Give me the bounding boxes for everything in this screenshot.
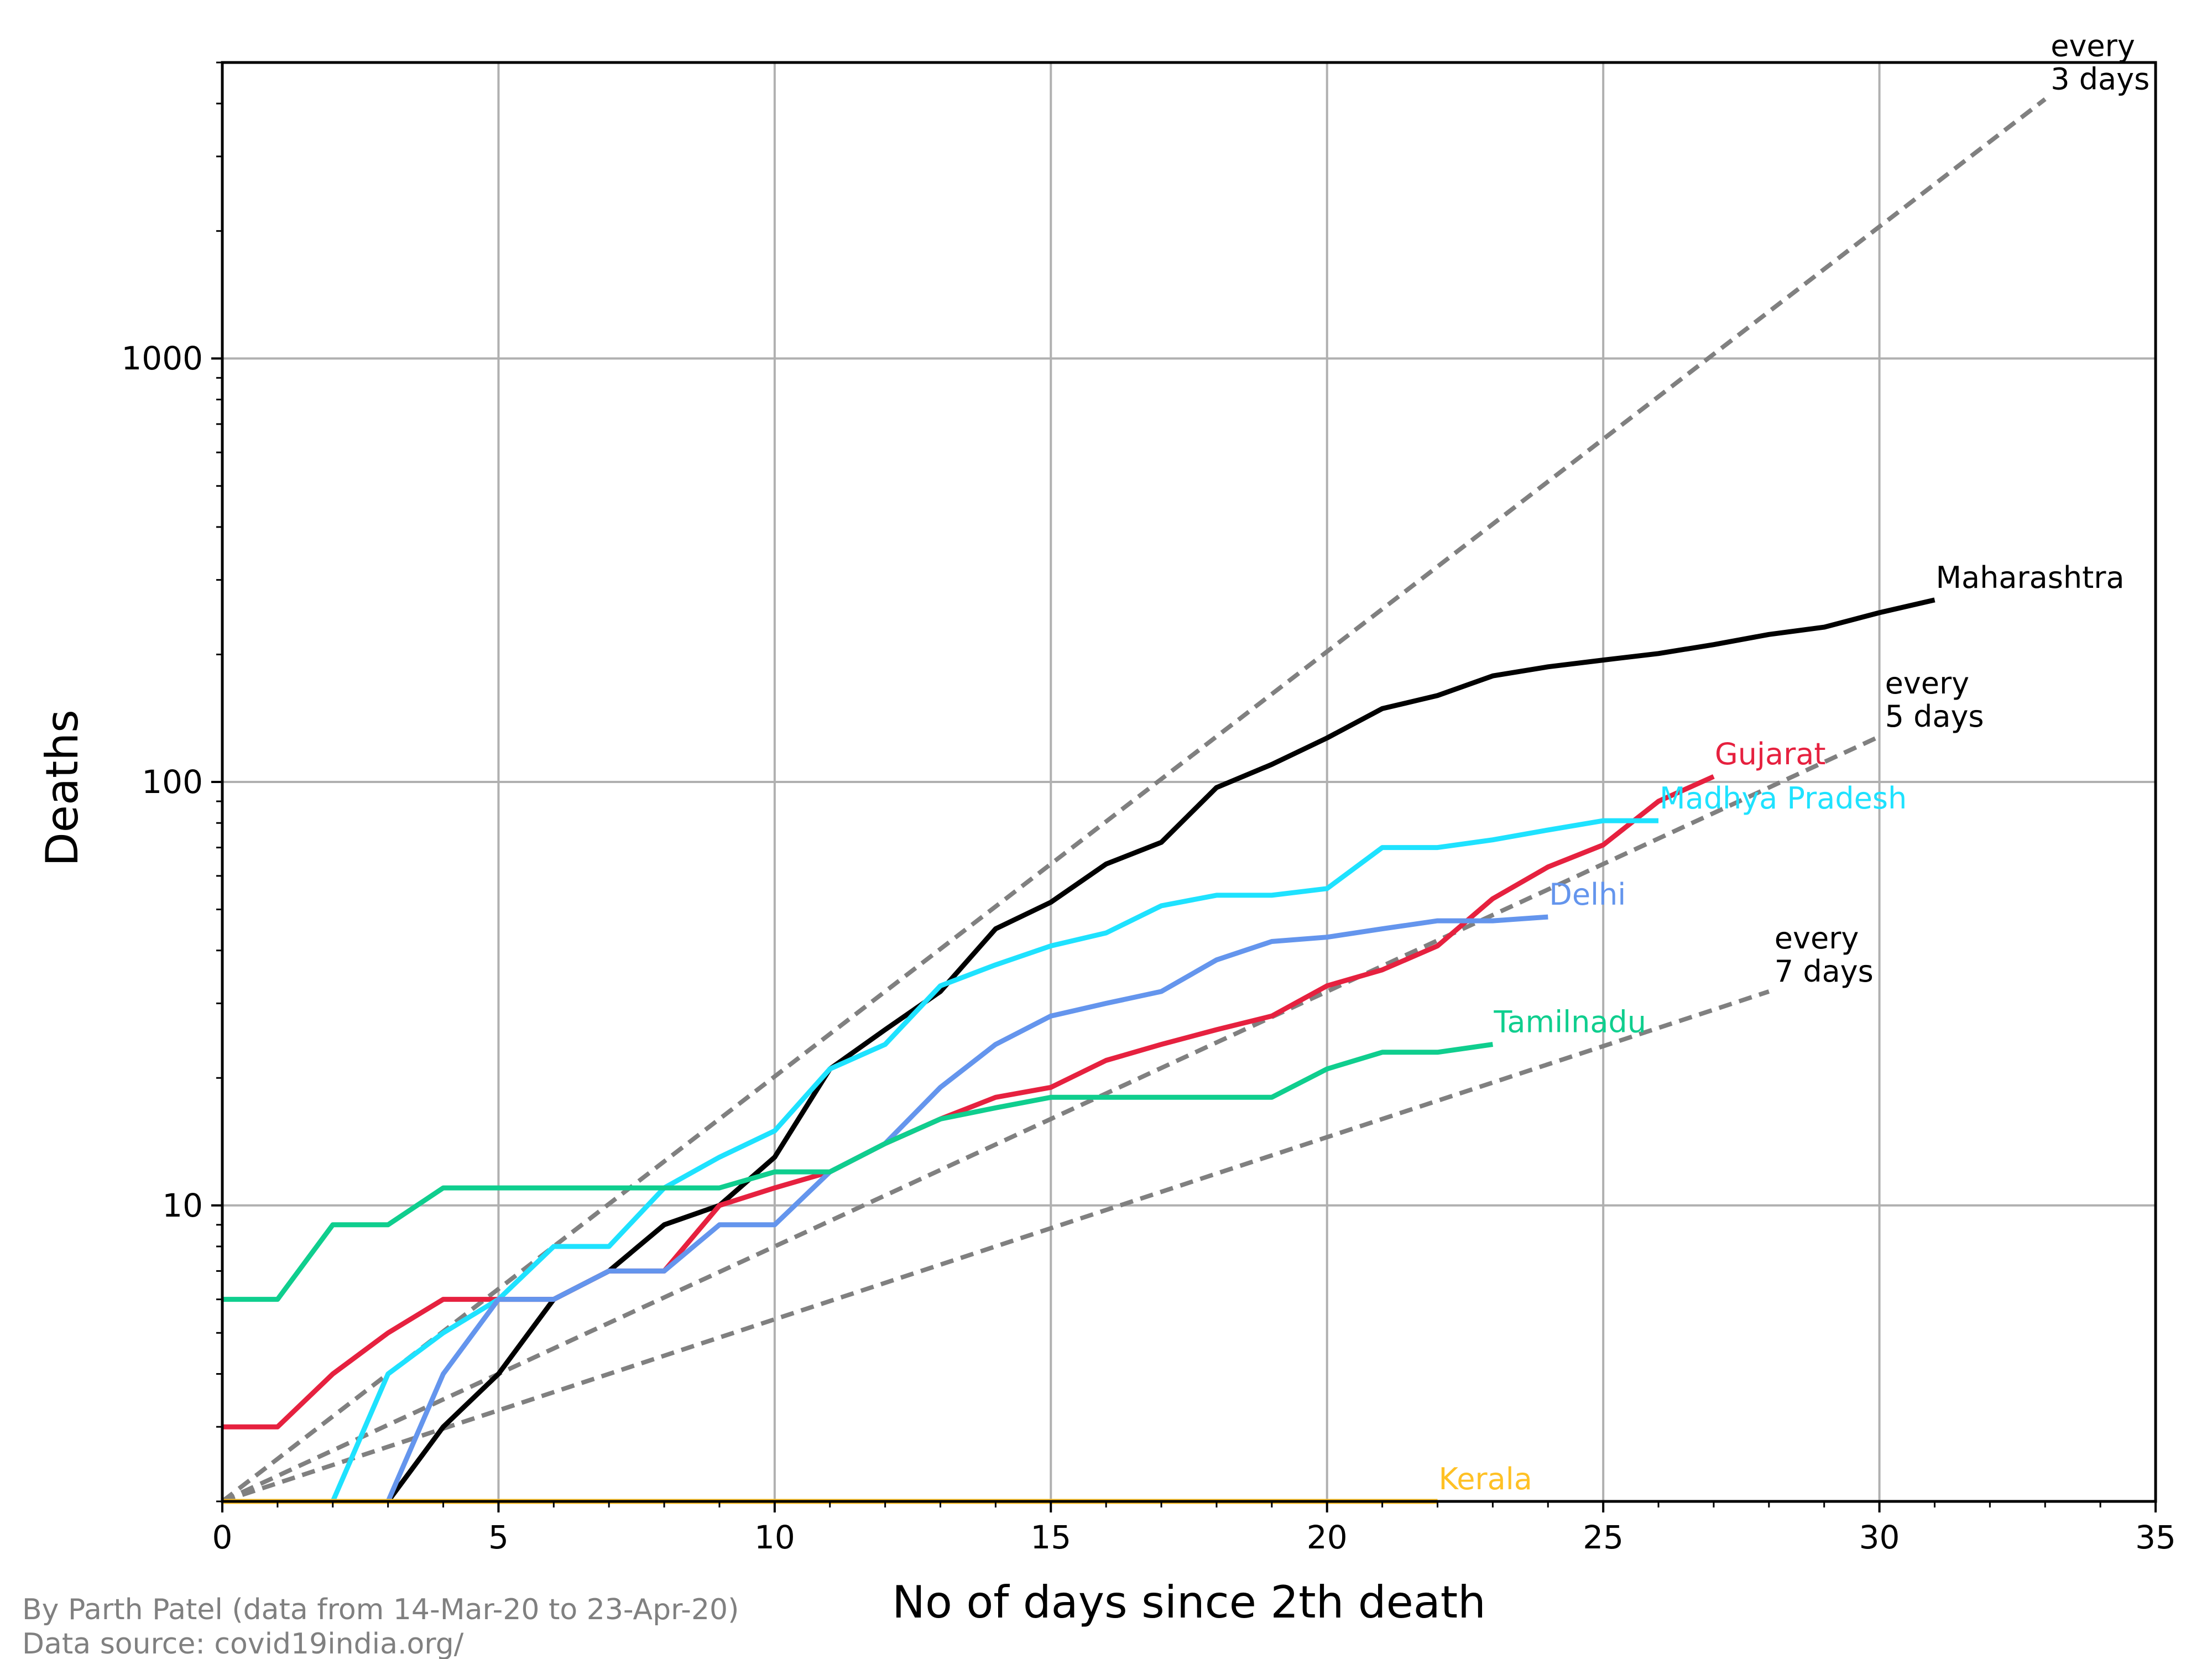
x-tick-label: 5 [488,1519,509,1556]
y-tick-label: 1000 [121,340,203,377]
reference-label: 5 days [1885,699,1984,734]
y-tick-label: 100 [142,763,203,801]
x-tick-label: 10 [754,1519,795,1556]
reference-line [221,97,2047,1504]
reference-line [221,989,1770,1504]
series-label: Madhya Pradesh [1660,781,1907,816]
reference-label: every [2051,28,2135,63]
footer-source: Data source: covid19india.org/ [22,1627,464,1659]
series-line [222,818,1658,1504]
footer-credit: By Parth Patel (data from 14-Mar-20 to 2… [22,1593,739,1626]
y-axis-title: Deaths [36,709,88,867]
series-line [222,597,1936,1504]
series-label: Tamilnadu [1493,1005,1646,1040]
x-axis-title: No of days since 2th death [892,1577,1486,1628]
series-label: Maharashtra [1936,560,2124,595]
reference-label: every [1775,921,1859,956]
y-tick-label: 10 [162,1187,203,1224]
x-tick-label: 15 [1030,1519,1071,1556]
series-line [222,1042,1494,1302]
axis-ticks [211,61,2157,1512]
reference-label: 7 days [1775,954,1874,989]
x-tick-label: 30 [1859,1519,1900,1556]
series-label: Kerala [1438,1462,1532,1496]
series-label: Gujarat [1715,737,1826,771]
series-label: Delhi [1549,877,1626,912]
x-tick-label: 0 [212,1519,233,1556]
x-tick-label: 35 [2135,1519,2176,1556]
x-tick-label: 20 [1307,1519,1348,1556]
reference-label: 3 days [2051,61,2150,96]
x-tick-label: 25 [1583,1519,1624,1556]
reference-label: every [1885,666,1970,701]
